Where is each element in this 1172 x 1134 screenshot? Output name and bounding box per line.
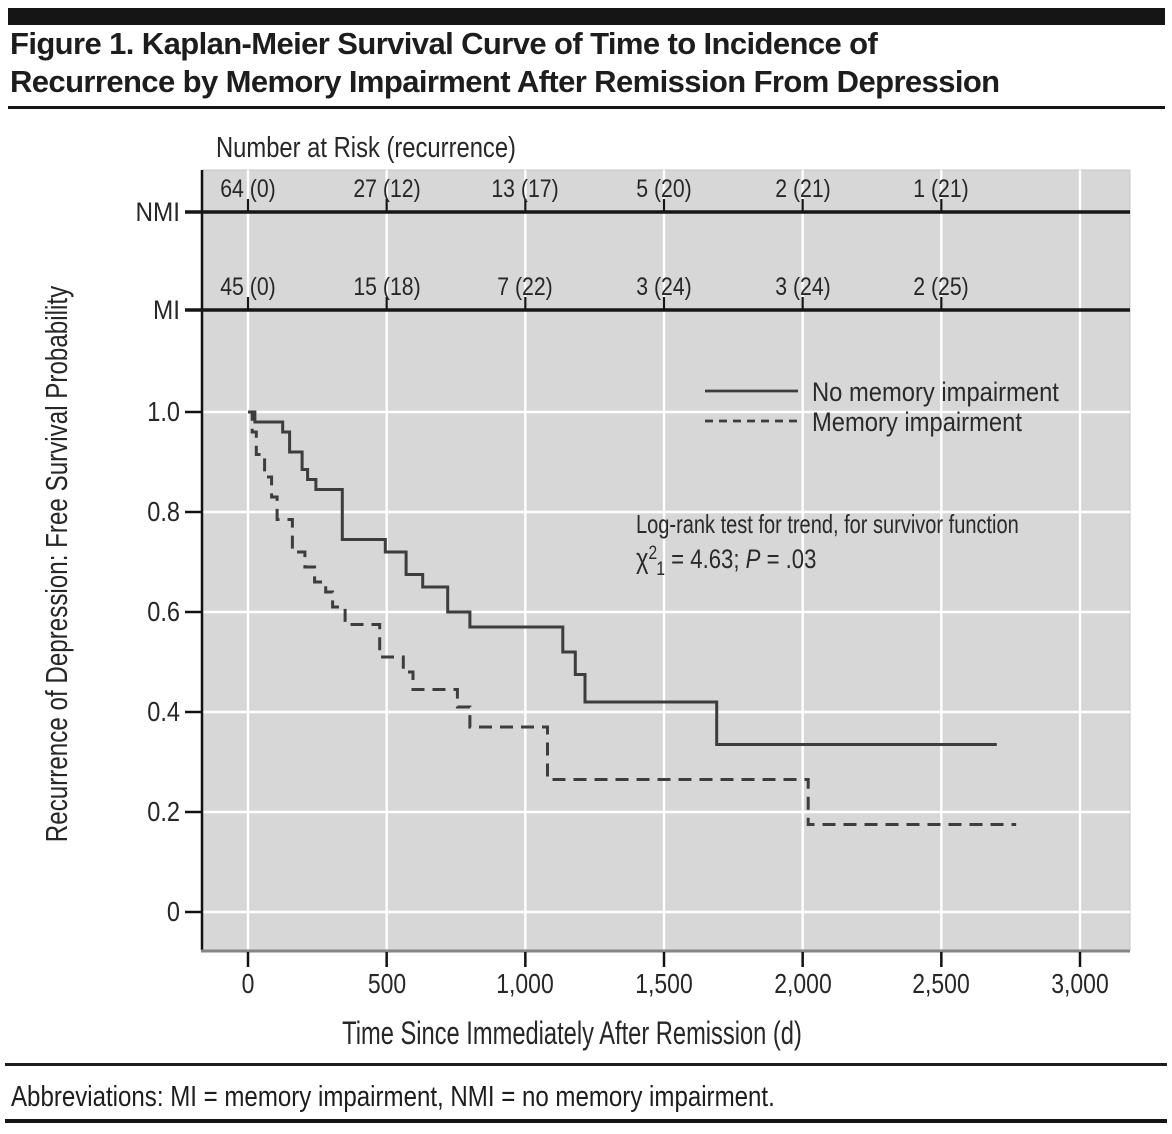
risk-value: 2 (25) [913, 273, 970, 301]
footer-rule-bottom [5, 1119, 1167, 1123]
risk-value: 13 (17) [491, 175, 559, 203]
chi-symbol: χ [636, 543, 649, 575]
x-axis-title: Time Since Immediately After Remission (… [342, 1015, 802, 1051]
x-tick-label: 1,000 [496, 968, 555, 999]
risk-value: 3 (24) [774, 273, 831, 301]
chi-value: = 4.63; [665, 544, 746, 574]
chi-subscript: 1 [656, 559, 666, 580]
y-tick-label: 1.0 [147, 396, 180, 427]
survival-curve-nmi [248, 410, 997, 746]
y-tick-label: 0.2 [147, 796, 180, 827]
risk-row-label-nmi: NMI [135, 197, 180, 227]
risk-value: 27 (12) [352, 175, 421, 203]
title-bar [8, 8, 1165, 25]
figure-title-line1: Figure 1. Kaplan-Meier Survival Curve of… [10, 26, 878, 61]
x-tick-label: 2,500 [912, 968, 971, 999]
p-value: = .03 [760, 544, 817, 574]
risk-value: 3 (24) [636, 273, 692, 301]
risk-value: 7 (22) [497, 273, 554, 301]
annotation-logrank-text: Log-rank test for trend, for survivor fu… [636, 509, 1019, 539]
y-tick-label: 0.4 [147, 696, 180, 727]
x-tick-label: 3,000 [1051, 968, 1109, 999]
figure-title-line2: Recurrence by Memory Impairment After Re… [10, 64, 1000, 99]
risk-row-label-mi: MI [153, 295, 180, 325]
footer-rule-top [5, 1063, 1167, 1066]
risk-value: 1 (21) [913, 175, 970, 203]
risk-value: 15 (18) [352, 273, 421, 301]
abbreviations-note: Abbreviations: MI = memory impairment, N… [11, 1081, 775, 1113]
y-axis-title: Recurrence of Depression: Free Survival … [39, 285, 74, 843]
chi-superscript: 2 [648, 543, 658, 564]
figure-title: Figure 1. Kaplan-Meier Survival Curve of… [10, 25, 1000, 101]
risk-value: 2 (21) [774, 175, 831, 203]
risk-value: 64 (0) [220, 175, 276, 203]
annotation-chi-square: χ21 = 4.63; P = .03 [636, 537, 816, 587]
legend-label-memory-impairment: Memory impairment [812, 407, 1022, 437]
y-tick-label: 0 [166, 896, 180, 927]
y-tick-label: 0.6 [147, 596, 180, 627]
x-tick-label: 2,000 [773, 968, 832, 999]
title-rule [8, 106, 1165, 109]
x-tick-label: 500 [367, 968, 406, 999]
risk-table-header: Number at Risk (recurrence) [216, 132, 516, 164]
x-tick-label: 0 [241, 968, 255, 999]
plot-background [201, 169, 1131, 951]
survival-curve-mi [248, 410, 1017, 826]
risk-value: 45 (0) [220, 273, 276, 301]
x-tick-label: 1,500 [635, 968, 693, 999]
p-symbol: P [745, 544, 761, 574]
risk-value: 5 (20) [636, 175, 692, 203]
y-tick-label: 0.8 [147, 496, 180, 527]
legend-label-no-memory-impairment: No memory impairment [812, 377, 1059, 407]
